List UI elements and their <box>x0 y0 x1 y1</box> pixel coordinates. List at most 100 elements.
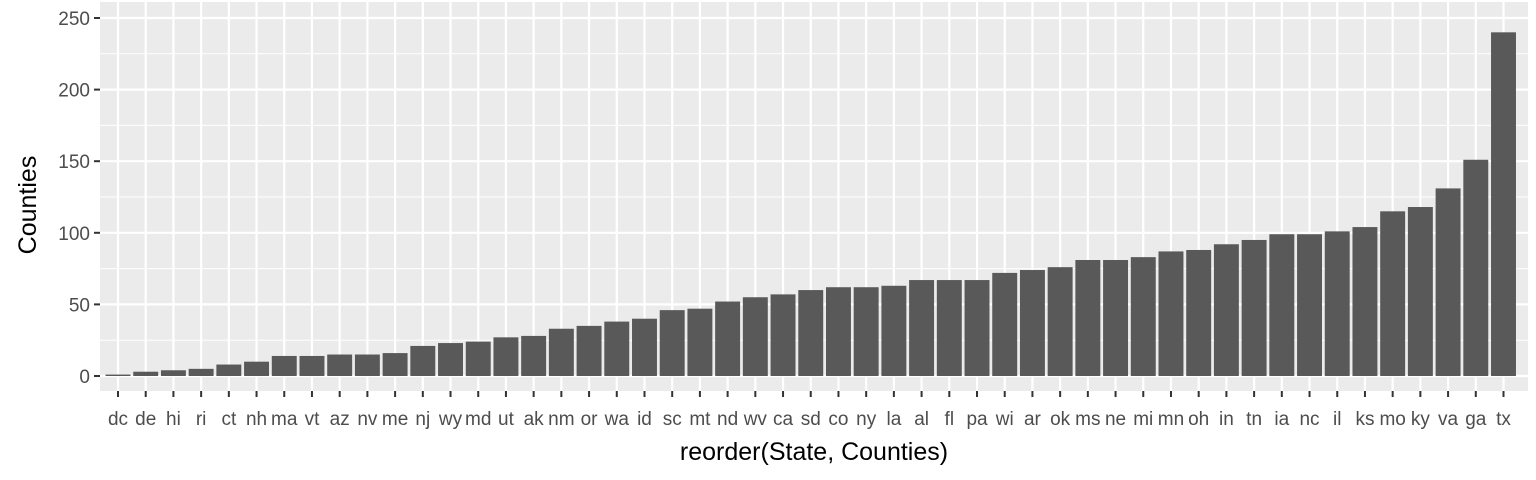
bar-ga <box>1463 159 1489 376</box>
x-tick-label: nc <box>1299 409 1319 430</box>
x-tick-label: wi <box>995 409 1014 430</box>
y-tick-label: 0 <box>79 367 90 388</box>
x-tick-label: ct <box>221 409 237 430</box>
bar-ct <box>216 364 242 376</box>
x-axis-title: reorder(State, Counties) <box>680 438 948 466</box>
x-tick-label: vt <box>305 409 321 430</box>
bar-nd <box>715 301 741 376</box>
x-tick-label: nh <box>246 409 267 430</box>
bar-pa <box>964 280 990 376</box>
bar-ok <box>1047 267 1073 376</box>
x-tick-label: md <box>465 409 491 430</box>
x-tick-label: sc <box>663 409 682 430</box>
x-tick-label: tx <box>1496 409 1511 430</box>
x-tick-label: nj <box>415 409 430 430</box>
y-tick-label: 150 <box>58 152 90 173</box>
x-tick-label: nv <box>357 409 378 430</box>
y-axis: 0 50 100 150 200 250 <box>58 9 100 388</box>
bar-nv <box>354 354 380 376</box>
bar-fl <box>936 280 962 376</box>
x-tick-label: nm <box>548 409 574 430</box>
x-tick-label: ks <box>1355 409 1374 430</box>
y-axis-title: Counties <box>14 156 42 255</box>
x-tick-label: me <box>382 409 408 430</box>
x-tick-label: mo <box>1379 409 1405 430</box>
x-tick-label: hi <box>166 409 181 430</box>
x-tick-label: ia <box>1274 409 1289 430</box>
x-tick-label: de <box>135 409 156 430</box>
bar-wy <box>438 343 463 376</box>
x-axis: dc de hi ri ct nh ma vt az nv me nj wy md ut ak nm or wa id… <box>108 391 1511 430</box>
bar-nj <box>410 345 436 376</box>
bars <box>105 32 1516 376</box>
y-tick-label: 100 <box>58 224 90 245</box>
bar-wa <box>604 321 630 376</box>
x-tick-label: pa <box>966 409 988 430</box>
x-tick-label: ri <box>196 409 207 430</box>
x-tick-label: ut <box>498 409 515 430</box>
bar-mn <box>1158 251 1184 376</box>
y-tick-label: 50 <box>69 295 90 316</box>
bar-vt <box>299 355 325 376</box>
bar-nc <box>1297 234 1322 376</box>
x-tick-label: co <box>828 409 848 430</box>
x-tick-label: ok <box>1050 409 1071 430</box>
x-tick-label: in <box>1219 409 1234 430</box>
x-tick-label: ky <box>1411 409 1431 430</box>
bar-il <box>1324 231 1350 376</box>
bar-ia <box>1269 234 1295 376</box>
bar-az <box>327 354 353 376</box>
bar-ky <box>1407 207 1433 376</box>
x-tick-label: la <box>886 409 901 430</box>
x-tick-label: wv <box>743 409 768 430</box>
bar-de <box>133 371 159 376</box>
bar-va <box>1435 188 1461 376</box>
bar-ne <box>1103 260 1129 376</box>
bar-or <box>576 325 602 376</box>
bar-nh <box>244 361 270 376</box>
x-tick-label: ms <box>1075 409 1100 430</box>
bar-ks <box>1352 227 1378 376</box>
x-tick-label: oh <box>1188 409 1209 430</box>
x-tick-label: dc <box>108 409 128 430</box>
x-tick-label: il <box>1333 409 1341 430</box>
bar-ak <box>521 335 547 376</box>
x-tick-label: wa <box>604 409 630 430</box>
bar-ca <box>770 294 796 376</box>
bar-al <box>909 280 935 376</box>
bar-co <box>825 287 851 376</box>
bar-mo <box>1380 211 1406 376</box>
x-tick-label: ar <box>1024 409 1042 430</box>
bar-tn <box>1241 239 1267 376</box>
x-tick-label: ak <box>524 409 545 430</box>
bar-wi <box>992 272 1018 376</box>
x-tick-label: ma <box>271 409 298 430</box>
bar-tx <box>1491 32 1516 376</box>
bar-ms <box>1075 260 1101 376</box>
x-tick-label: ne <box>1105 409 1126 430</box>
x-tick-label: nd <box>717 409 738 430</box>
bar-md <box>465 341 491 376</box>
x-tick-label: fl <box>945 409 955 430</box>
bar-ri <box>188 368 214 376</box>
x-tick-label: id <box>637 409 652 430</box>
x-tick-label: va <box>1438 409 1459 430</box>
bar-ma <box>271 355 297 376</box>
bar-sc <box>659 310 685 376</box>
x-tick-label: al <box>914 409 929 430</box>
bar-la <box>881 285 907 376</box>
bar-ar <box>1019 270 1045 376</box>
bar-mt <box>687 308 713 376</box>
bar-nm <box>548 328 574 376</box>
y-tick-label: 250 <box>58 9 90 30</box>
x-tick-label: ny <box>856 409 877 430</box>
bar-mi <box>1130 257 1156 376</box>
x-tick-label: mt <box>689 409 711 430</box>
x-tick-label: or <box>581 409 599 430</box>
x-tick-label: mi <box>1133 409 1153 430</box>
bar-hi <box>160 370 186 376</box>
x-tick-label: ca <box>773 409 794 430</box>
x-tick-label: az <box>330 409 350 430</box>
y-tick-label: 200 <box>58 81 90 102</box>
